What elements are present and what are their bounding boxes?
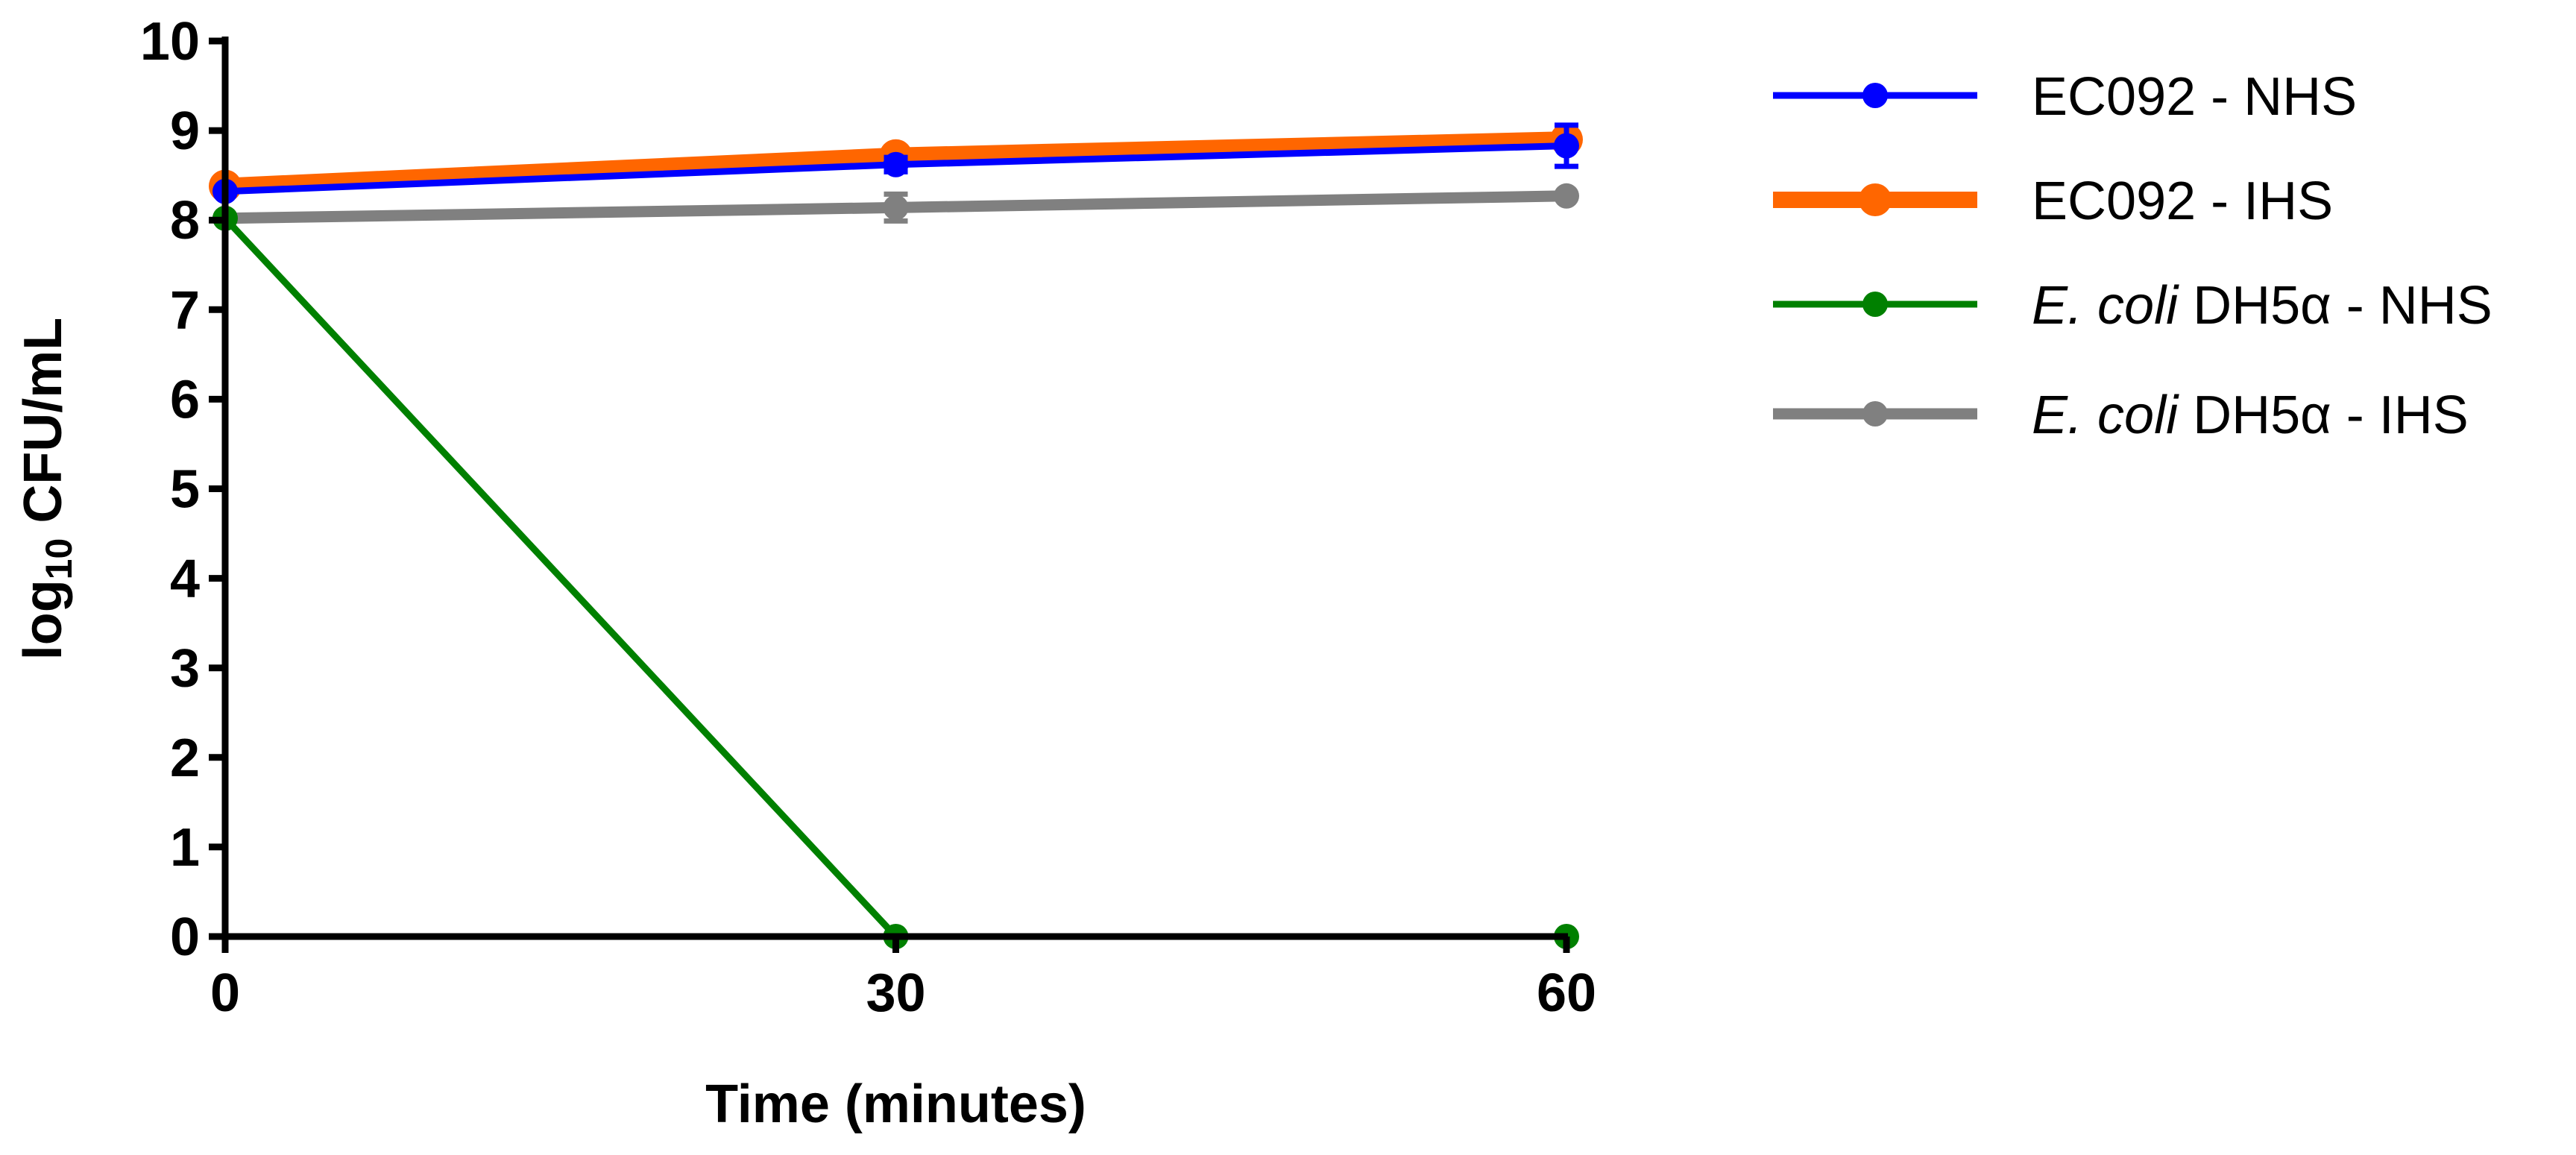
legend-item-2: E. coli DH5α - NHS: [1773, 276, 2492, 336]
legend-swatch-marker: [1862, 401, 1888, 427]
legend-swatch-marker: [1859, 183, 1892, 216]
y-axis-title: log10 CFU/mL: [13, 318, 80, 661]
legend-item-0: EC092 - NHS: [1773, 67, 2357, 127]
legend-label: E. coli DH5α - NHS: [2032, 276, 2492, 336]
y-tick-label: 9: [170, 101, 200, 161]
y-tick-label: 8: [170, 191, 200, 251]
legend-label: EC092 - IHS: [2032, 171, 2333, 231]
axes: 0 1 2 3 4 5 6 7 8 9 10 0 30 60 Time (minutes) log10 CFU…: [13, 12, 1596, 1134]
legend: EC092 - NHS EC092 - IHS E. coli DH5α - NHS…: [1773, 67, 2492, 445]
legend-label: EC092 - NHS: [2032, 67, 2357, 127]
legend-item-3: E. coli DH5α - IHS: [1773, 385, 2469, 445]
y-tick-label: 3: [170, 639, 200, 699]
series-0: [212, 122, 1579, 204]
series-3: [212, 183, 1579, 231]
plot-area: [209, 122, 1583, 949]
legend-swatch-marker: [1862, 83, 1888, 108]
data-point: [883, 195, 909, 221]
x-tick-label: 30: [866, 963, 925, 1023]
series-2: [212, 205, 1579, 949]
series-line: [222, 215, 1566, 940]
y-tick-label: 0: [170, 907, 200, 967]
y-tick-label: 2: [170, 728, 200, 788]
x-axis-title: Time (minutes): [705, 1074, 1086, 1134]
legend-item-1: EC092 - IHS: [1773, 171, 2333, 231]
x-tick-label: 0: [210, 963, 240, 1023]
y-tick-label: 10: [140, 12, 200, 72]
data-point: [1554, 133, 1579, 159]
y-tick-label: 4: [170, 550, 200, 609]
x-tick-label: 60: [1537, 963, 1596, 1023]
legend-label: E. coli DH5α - IHS: [2032, 385, 2469, 445]
y-tick-label: 6: [170, 370, 200, 429]
y-tick-label: 7: [170, 280, 200, 340]
y-tick-label: 5: [170, 460, 200, 520]
data-point: [883, 151, 909, 177]
legend-swatch-marker: [1862, 292, 1888, 317]
y-tick-label: 1: [170, 818, 200, 878]
data-point: [1554, 183, 1579, 209]
